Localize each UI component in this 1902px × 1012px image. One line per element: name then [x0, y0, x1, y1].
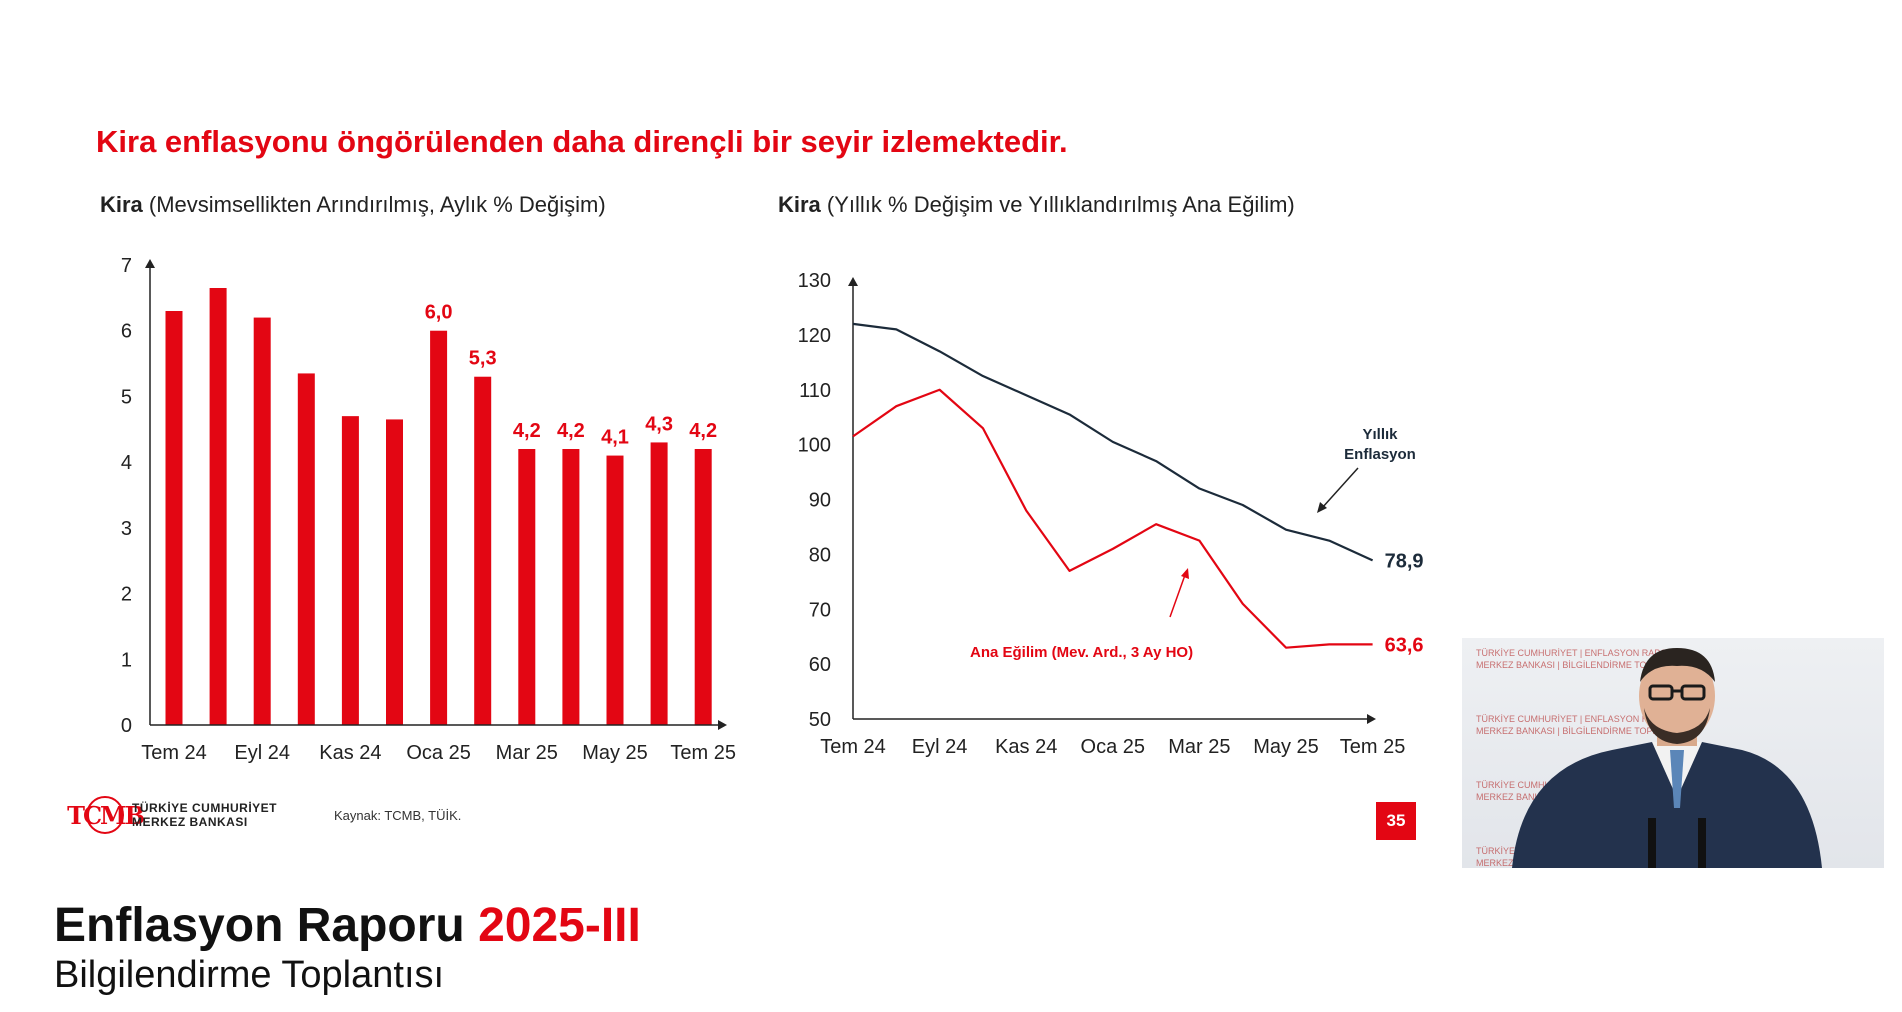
left-chart-title: Kira (Mevsimsellikten Arındırılmış, Aylı… [100, 192, 606, 218]
bar [386, 419, 403, 725]
x-tick-label: Eyl 24 [912, 736, 968, 758]
y-tick-label: 100 [798, 435, 831, 457]
bar [253, 317, 271, 725]
logo-line-1: TÜRKİYE CUMHURİYET [132, 801, 278, 815]
y-tick-label: 4 [121, 452, 132, 474]
y-tick-label: 3 [121, 518, 132, 540]
x-tick-label: Mar 25 [1168, 736, 1230, 758]
y-tick-label: 7 [121, 255, 132, 277]
y-tick-label: 2 [121, 584, 132, 606]
y-tick-label: 120 [798, 325, 831, 347]
y-tick-label: 0 [121, 715, 132, 737]
bar-data-label: 4,3 [645, 413, 673, 435]
x-tick-label: Mar 25 [496, 742, 558, 764]
y-tick-label: 130 [798, 270, 831, 292]
bar [297, 373, 315, 725]
bar-data-label: 5,3 [469, 348, 497, 370]
slide-title: Kira enflasyonu öngörülenden daha direnç… [96, 124, 1068, 159]
left-chart-title-bold: Kira [100, 192, 143, 217]
tcmb-logo-icon: TCMB [67, 796, 145, 834]
page-number-badge: 35 [1376, 802, 1416, 840]
event-year: 2025-III [478, 899, 641, 952]
bar [694, 449, 712, 725]
y-tick-label: 70 [809, 599, 831, 621]
source-note: Kaynak: TCMB, TÜİK. [334, 808, 462, 823]
bar [562, 449, 580, 725]
video-watermark: TÜRKİYE CUMHURİYET | ENFLASYON RAPORU [1476, 714, 1681, 724]
bar-data-label: 4,2 [513, 420, 541, 442]
left-chart-title-rest: (Mevsimsellikten Arındırılmış, Aylık % D… [142, 192, 606, 217]
event-title: Enflasyon Raporu 2025-III [54, 898, 641, 953]
speaker-silhouette-icon [1512, 648, 1822, 868]
annual-inflation-annotation: Enflasyon [1344, 446, 1416, 463]
x-axis-arrow-icon [1367, 714, 1376, 724]
y-axis-arrow-icon [848, 277, 858, 286]
speaker-video: TÜRKİYE CUMHURİYET | ENFLASYON RAPORU ME… [1462, 638, 1884, 868]
video-watermark: MERKEZ BANKASI | BİLGİLENDİRME TOPLANTIS… [1476, 726, 1687, 736]
annotation-arrow-line [1169, 574, 1186, 618]
y-axis-arrow-icon [145, 259, 155, 268]
y-tick-label: 60 [809, 654, 831, 676]
annual-inflation-end-label: 78,9 [1385, 550, 1424, 572]
right-chart-title-bold: Kira [778, 192, 821, 217]
bar [430, 330, 448, 725]
y-tick-label: 1 [121, 649, 132, 671]
x-tick-label: May 25 [582, 742, 648, 764]
x-tick-label: Kas 24 [995, 736, 1057, 758]
underlying-trend-end-label: 63,6 [1385, 634, 1424, 656]
bar [650, 442, 668, 725]
x-tick-label: Tem 25 [670, 742, 736, 764]
y-tick-label: 110 [799, 380, 831, 402]
x-tick-label: Tem 24 [820, 736, 886, 758]
bar [474, 376, 492, 725]
logo-line-2: MERKEZ BANKASI [132, 815, 248, 829]
y-tick-label: 5 [121, 386, 132, 408]
right-chart-title: Kira (Yıllık % Değişim ve Yıllıklandırıl… [778, 192, 1295, 218]
y-tick-label: 90 [809, 490, 831, 512]
annual-inflation-annotation: Yıllık [1362, 426, 1398, 443]
right-chart-title-rest: (Yıllık % Değişim ve Yıllıklandırılmış A… [820, 192, 1295, 217]
annual-inflation-line [852, 322, 1374, 562]
underlying-trend-annotation: Ana Eğilim (Mev. Ard., 3 Ay HO) [970, 644, 1193, 661]
x-tick-label: May 25 [1253, 736, 1319, 758]
x-tick-label: Tem 24 [141, 742, 207, 764]
y-tick-label: 80 [809, 544, 831, 566]
y-tick-label: 50 [809, 709, 831, 731]
x-tick-label: Oca 25 [406, 742, 470, 764]
bar-data-label: 6,0 [425, 302, 453, 324]
central-bank-logo: TCMB TÜRKİYE CUMHURİYET MERKEZ BANKASI [67, 796, 278, 834]
x-tick-label: Kas 24 [319, 742, 381, 764]
annotation-arrow-icon [1181, 568, 1189, 579]
bar [341, 416, 359, 725]
x-tick-label: Tem 25 [1340, 736, 1406, 758]
bar [209, 288, 227, 725]
video-watermark: MERKEZ BANKASI | BİLGİLENDİRME TOPLANTIS… [1476, 660, 1687, 670]
bar [606, 455, 624, 725]
x-tick-label: Oca 25 [1081, 736, 1145, 758]
bar [518, 449, 536, 725]
x-axis-arrow-icon [718, 720, 727, 730]
video-watermark: TÜRKİYE CUMHURİYET | ENFLASYON RAPORU [1476, 648, 1681, 658]
y-tick-label: 6 [121, 321, 132, 343]
event-title-text: Enflasyon Raporu [54, 899, 479, 952]
bar-data-label: 4,1 [601, 427, 629, 449]
x-tick-label: Eyl 24 [234, 742, 290, 764]
bar-data-label: 4,2 [689, 420, 717, 442]
annotation-arrow-icon [1317, 502, 1327, 513]
event-subtitle: Bilgilendirme Toplantısı [54, 954, 445, 996]
underlying-trend-line [852, 388, 1373, 649]
bar-data-label: 4,2 [557, 420, 585, 442]
bar [165, 311, 183, 725]
annotation-arrow-line [1321, 467, 1359, 509]
